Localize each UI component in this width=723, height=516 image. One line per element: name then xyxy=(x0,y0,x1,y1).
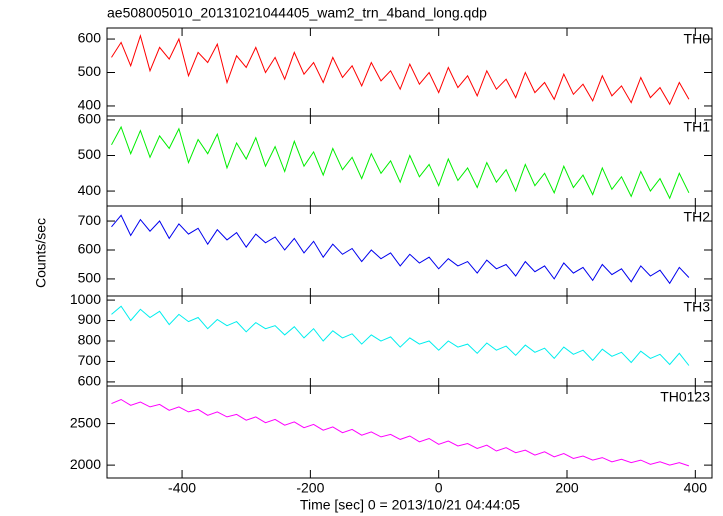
y-tick-label: 2000 xyxy=(70,456,101,472)
series-label: TH3 xyxy=(684,299,711,315)
y-tick-label: 2500 xyxy=(70,414,101,430)
y-tick-label: 400 xyxy=(78,97,102,113)
y-tick-label: 700 xyxy=(78,352,102,368)
series-label: TH0123 xyxy=(660,389,710,405)
x-axis-label: Time [sec] 0 = 2013/10/21 04:44:05 xyxy=(300,497,520,513)
panel-frame xyxy=(106,295,713,387)
x-tick-label: -400 xyxy=(168,480,196,496)
data-line xyxy=(111,214,690,285)
data-line xyxy=(111,305,690,366)
y-tick-label: 400 xyxy=(78,182,102,198)
panel-frame xyxy=(106,115,713,207)
y-tick-label: 800 xyxy=(78,332,102,348)
panel-frame xyxy=(106,385,713,479)
series-label: TH1 xyxy=(684,119,711,135)
y-tick-label: 600 xyxy=(78,30,102,46)
y-tick-label: 1000 xyxy=(70,291,101,307)
data-line xyxy=(111,398,690,467)
x-tick-label: 400 xyxy=(684,480,708,496)
x-tick-label: 0 xyxy=(435,480,443,496)
y-tick-label: 600 xyxy=(78,373,102,389)
x-tick-label: -200 xyxy=(296,480,324,496)
series-label: TH0 xyxy=(684,31,711,47)
chart-title: ae508005010_20131021044405_wam2_trn_4ban… xyxy=(107,5,487,21)
data-line xyxy=(111,125,690,200)
y-axis-label: Counts/sec xyxy=(33,218,49,288)
y-tick-label: 900 xyxy=(78,311,102,327)
y-tick-label: 500 xyxy=(78,63,102,79)
y-tick-label: 500 xyxy=(78,146,102,162)
y-tick-label: 700 xyxy=(78,212,102,228)
x-tick-label: 200 xyxy=(555,480,579,496)
y-tick-label: 500 xyxy=(78,270,102,286)
y-tick-label: 600 xyxy=(78,111,102,127)
panel-frame xyxy=(106,205,713,297)
data-line xyxy=(111,33,690,106)
y-tick-label: 600 xyxy=(78,241,102,257)
series-label: TH2 xyxy=(684,209,711,225)
panel-frame xyxy=(106,27,713,117)
